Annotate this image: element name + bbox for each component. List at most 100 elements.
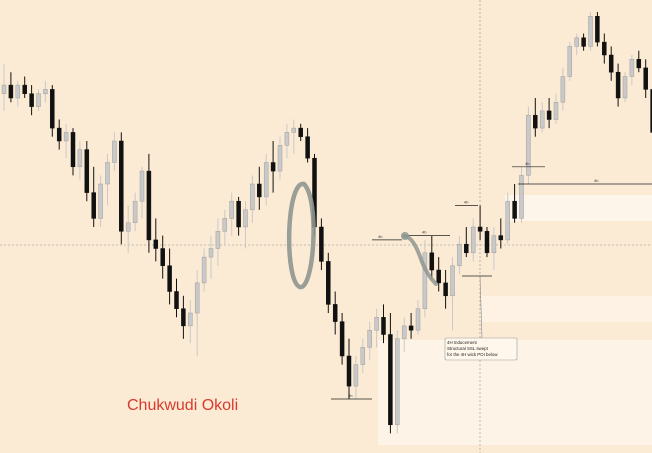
candle-body [98,183,103,219]
candle [346,338,352,399]
candle-body [339,321,345,357]
candle-body [229,200,234,219]
candle-body [36,93,41,107]
candle [546,98,552,129]
candle-body [15,84,21,99]
candle-body [560,76,566,103]
candle-body [153,239,159,249]
candle-body [629,59,635,77]
candle-body [588,16,593,47]
candle [408,313,414,339]
candle [236,196,241,236]
candle-body [270,162,276,172]
candle [567,42,573,81]
candle-body [450,265,455,297]
candle [526,106,531,184]
candle [8,72,14,103]
candle [153,218,159,262]
candle-body [50,89,55,129]
annotation-frame [444,337,518,361]
candle [229,192,234,236]
candles-layer [1,12,652,434]
highlight-dot [401,232,409,240]
candle [181,295,186,339]
candle-body [346,355,352,387]
candle [22,76,27,98]
candle-body [422,252,428,309]
candle [105,153,110,206]
candle-body [236,200,241,228]
candle-body [457,243,462,266]
candle-body [595,16,600,43]
candle [215,218,221,266]
candle-body [139,170,145,202]
candle-body [56,127,62,142]
level-label: 4h [378,234,382,239]
candle [284,123,290,159]
candle [608,46,614,81]
candle-body [408,325,414,331]
candle-body [167,265,172,292]
candle-body [533,114,538,129]
candle [167,248,172,305]
candle-body [160,248,165,266]
candle-body [464,243,469,254]
candle [457,235,462,275]
candle-body [374,317,379,331]
candle [125,205,131,253]
candle-body [615,71,621,99]
candle [636,50,642,73]
candle [381,304,386,344]
candle-body [443,282,448,297]
candle-body [388,334,393,426]
level-label: 4h [422,230,426,235]
candle-body [360,347,366,365]
candle [270,141,276,193]
candle-body [222,218,228,232]
candle [319,218,324,270]
candle [374,308,379,348]
candle [70,128,76,176]
candle-body [636,59,642,69]
candle-body [277,145,283,172]
candle [470,218,476,262]
candle [401,317,407,352]
candle [91,166,96,227]
candle-body [194,282,200,314]
candle-body [146,170,152,241]
candle [98,175,103,227]
author-name: Chukwudi Okoli [127,397,239,414]
candle-body [105,162,110,185]
candle-body [63,132,69,142]
candle-body [553,102,559,120]
candle-body [305,136,310,159]
candle-body [415,308,421,331]
candle [539,102,545,133]
candle-body [201,256,207,284]
candle-body [539,110,545,129]
candle-body [77,149,83,168]
candle [194,270,200,356]
candle [505,192,510,245]
candle [29,85,34,116]
candle [43,80,48,103]
candle-body [491,235,497,254]
levels-layer: 4h 4h 4h 4h 4h 4h [331,161,652,400]
candle-body [602,41,607,56]
candle-body [174,291,179,309]
candle [595,12,600,47]
candle [305,128,310,163]
candle-body [567,46,573,77]
level-label: 4h [348,393,352,398]
candle-body [29,93,34,107]
candle [429,235,435,279]
annotation-line: 4H Inducement [447,340,478,345]
candle [291,119,297,154]
candle [84,141,90,202]
candle-body [70,132,76,168]
candle-body [1,84,7,94]
candle [56,119,62,150]
candle [484,227,490,258]
